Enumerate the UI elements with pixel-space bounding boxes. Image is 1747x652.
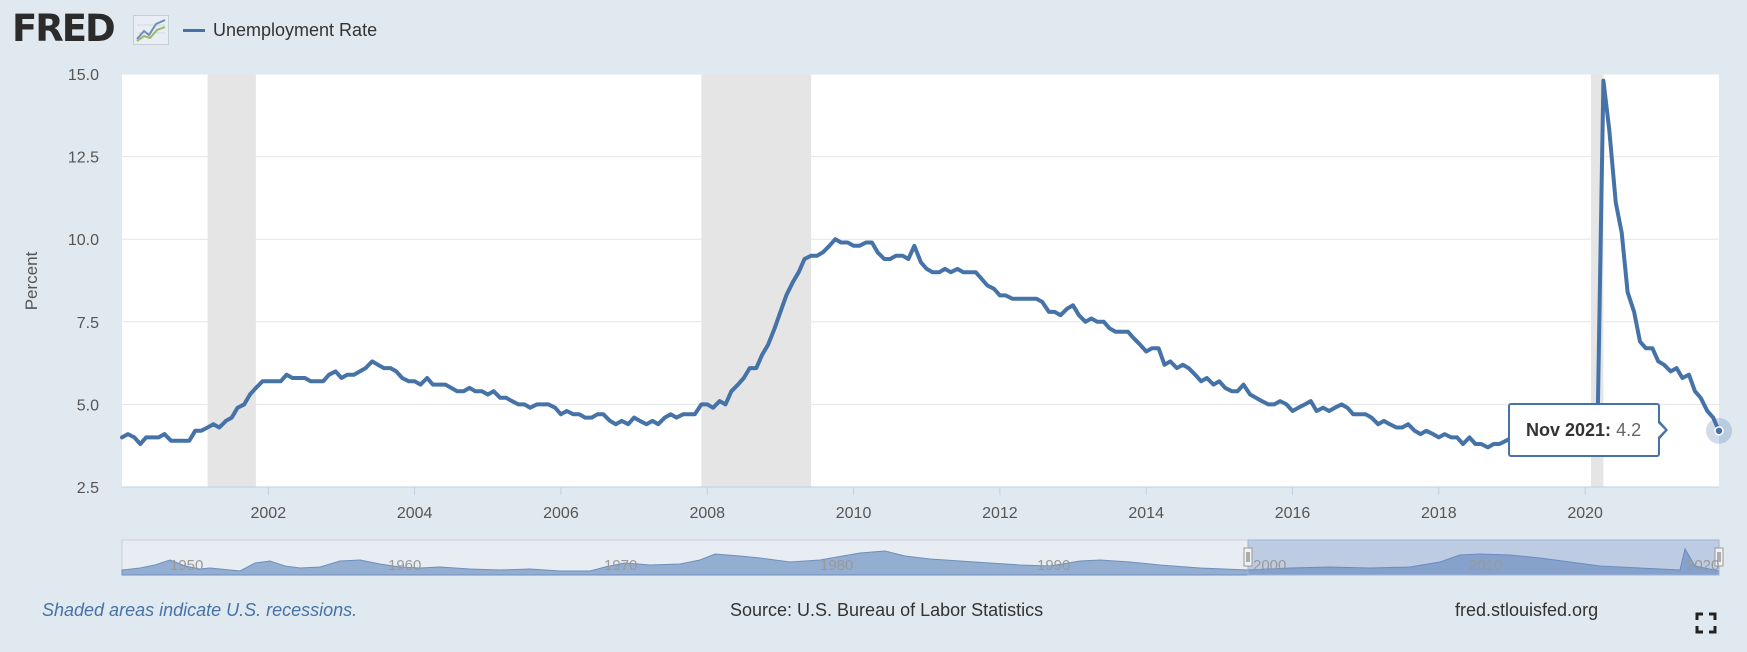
tooltip-value: 4.2 xyxy=(1616,420,1642,440)
navigator-label: 1960 xyxy=(388,557,421,574)
y-axis-title: Percent xyxy=(22,251,41,310)
x-tick-label: 2014 xyxy=(1128,505,1164,522)
x-tick-label: 2004 xyxy=(397,505,433,522)
navigator-label: 1950 xyxy=(170,557,203,574)
legend-label: Unemployment Rate xyxy=(213,20,378,40)
navigator-label: 1980 xyxy=(820,557,853,574)
x-tick-label: 2020 xyxy=(1567,505,1603,522)
navigator-label: 1990 xyxy=(1037,557,1070,574)
navigator-history xyxy=(121,547,1720,576)
tooltip-arrow-fill xyxy=(1658,423,1665,437)
navigator-selection xyxy=(1247,539,1720,576)
navigator-label: 2020 xyxy=(1686,557,1719,574)
grid-lines xyxy=(122,73,1719,488)
plot-background xyxy=(122,74,1719,487)
navigator-label: 2000 xyxy=(1253,557,1286,574)
x-tick-label: 2016 xyxy=(1275,505,1311,522)
source-text: Source: U.S. Bureau of Labor Statistics xyxy=(730,600,1044,620)
x-tick-label: 2010 xyxy=(836,505,872,522)
navigator-label: 2010 xyxy=(1469,557,1502,574)
y-tick-label: 12.5 xyxy=(68,150,99,167)
x-tick-label: 2008 xyxy=(689,505,725,522)
navigator-axis-labels: 1950 1960 1970 1980 1990 2000 2010 2020 xyxy=(170,557,1719,574)
y-tick-label: 10.0 xyxy=(68,232,99,249)
site-link[interactable]: fred.stlouisfed.org xyxy=(1455,600,1599,620)
y-tick-label: 7.5 xyxy=(77,315,99,332)
navigator[interactable]: 1950 1960 1970 1980 1990 2000 2010 2020 xyxy=(121,539,1724,576)
y-tick-label: 2.5 xyxy=(77,480,99,497)
x-tick-label: 2012 xyxy=(982,505,1018,522)
line-graph-icon xyxy=(133,15,169,45)
y-axis-labels: 2.5 5.0 7.5 10.0 12.5 15.0 xyxy=(68,67,99,497)
x-tick-label: 2002 xyxy=(251,505,287,522)
y-tick-label: 15.0 xyxy=(68,67,99,84)
x-tick-label: 2018 xyxy=(1421,505,1457,522)
x-axis-labels: 2002 2004 2006 2008 2010 2012 2014 2016 2018 2020 xyxy=(251,487,1603,522)
fullscreen-expand-icon[interactable] xyxy=(1695,612,1717,634)
hover-point[interactable] xyxy=(1714,426,1724,436)
navigator-right-handle[interactable] xyxy=(1714,547,1724,567)
header: FRED Unemployment Rate xyxy=(0,0,1747,60)
legend-swatch xyxy=(183,29,205,32)
chart[interactable]: 2.55.07.510.012.515.0 2002 2004 2006 2008 20… xyxy=(0,0,1747,590)
x-tick-label: 2006 xyxy=(543,505,579,522)
series-line[interactable] xyxy=(120,78,1721,456)
navigator-label: 1970 xyxy=(604,557,637,574)
series-layer xyxy=(120,78,1732,456)
fred-logo[interactable]: FRED xyxy=(12,7,116,50)
navigator-left-handle[interactable] xyxy=(1243,547,1253,567)
y-tick-label: 5.0 xyxy=(77,397,99,414)
recession-note: Shaded areas indicate U.S. recessions. xyxy=(42,600,358,620)
tooltip-date: Nov 2021: xyxy=(1526,420,1612,440)
tooltip: Nov 2021: 4.2 xyxy=(1508,403,1660,457)
